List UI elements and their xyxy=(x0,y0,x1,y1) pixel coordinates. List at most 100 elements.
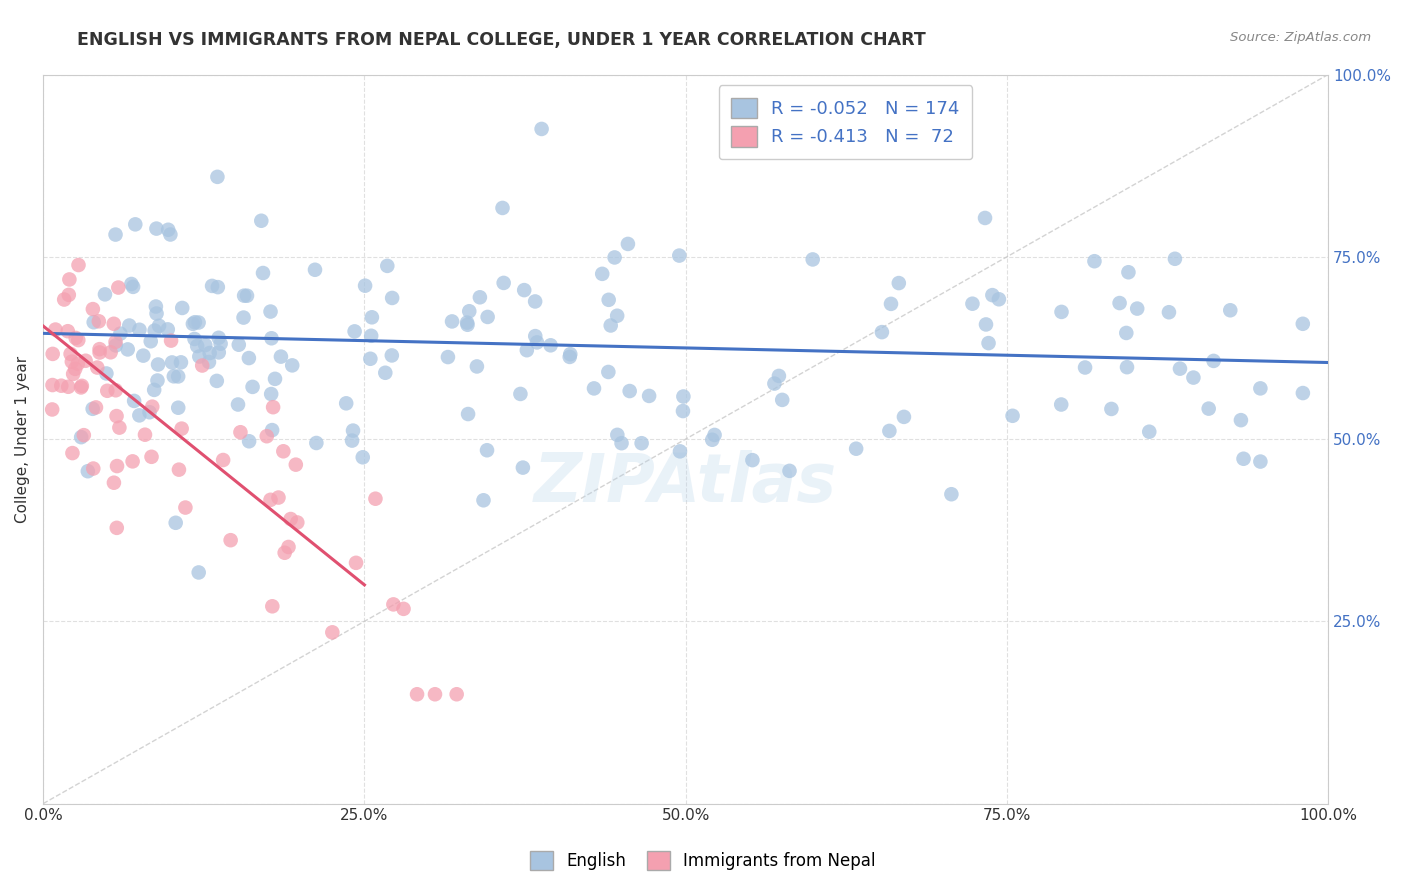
Point xyxy=(702,433,724,447)
Point xyxy=(82,461,104,475)
Point xyxy=(51,378,73,392)
Point xyxy=(1001,409,1024,423)
Point xyxy=(228,337,250,351)
Point xyxy=(232,310,254,325)
Point xyxy=(157,223,180,237)
Point xyxy=(141,400,163,414)
Point xyxy=(160,334,183,348)
Point xyxy=(374,366,396,380)
Text: ZIPAtlas: ZIPAtlas xyxy=(534,450,837,516)
Point xyxy=(1164,252,1187,266)
Point xyxy=(160,355,183,369)
Point xyxy=(491,201,513,215)
Point xyxy=(56,324,79,338)
Point xyxy=(540,338,562,352)
Point xyxy=(423,687,446,701)
Point xyxy=(186,339,208,353)
Point xyxy=(256,429,278,443)
Point xyxy=(104,334,127,349)
Point xyxy=(105,458,128,473)
Point xyxy=(375,259,398,273)
Point xyxy=(630,436,652,450)
Point xyxy=(120,277,142,291)
Point xyxy=(477,310,499,324)
Point xyxy=(457,407,479,421)
Point xyxy=(233,288,256,302)
Point xyxy=(512,460,534,475)
Point xyxy=(41,347,63,361)
Point xyxy=(163,369,186,384)
Point xyxy=(1118,265,1140,279)
Point xyxy=(1083,254,1105,268)
Point xyxy=(281,359,304,373)
Legend: English, Immigrants from Nepal: English, Immigrants from Nepal xyxy=(523,844,883,877)
Point xyxy=(70,430,93,444)
Point xyxy=(236,289,259,303)
Point xyxy=(1182,370,1205,384)
Point xyxy=(987,292,1010,306)
Point xyxy=(360,328,382,343)
Point xyxy=(94,287,117,301)
Point xyxy=(212,453,235,467)
Point xyxy=(76,464,98,478)
Point xyxy=(344,556,367,570)
Point xyxy=(58,380,80,394)
Point xyxy=(1157,305,1180,319)
Point xyxy=(262,599,284,614)
Point xyxy=(167,401,190,415)
Point xyxy=(208,345,231,359)
Point xyxy=(465,359,488,374)
Point xyxy=(560,347,582,361)
Point xyxy=(148,318,170,333)
Point xyxy=(167,369,190,384)
Point xyxy=(184,315,207,329)
Point xyxy=(974,318,997,332)
Point xyxy=(381,348,404,362)
Point xyxy=(100,345,122,359)
Point xyxy=(359,351,381,366)
Point xyxy=(41,402,63,417)
Point xyxy=(801,252,824,267)
Point xyxy=(280,512,302,526)
Point xyxy=(62,367,84,381)
Point xyxy=(1292,386,1315,401)
Point xyxy=(172,301,194,315)
Point xyxy=(354,278,377,293)
Point xyxy=(458,304,481,318)
Point xyxy=(89,345,111,359)
Point xyxy=(1249,381,1271,395)
Point xyxy=(1074,360,1097,375)
Point xyxy=(103,317,125,331)
Point xyxy=(170,422,193,436)
Point xyxy=(599,318,621,333)
Point xyxy=(104,227,127,242)
Point xyxy=(457,318,479,332)
Point xyxy=(174,500,197,515)
Point xyxy=(58,272,80,286)
Point xyxy=(82,401,104,416)
Point xyxy=(183,332,205,346)
Point xyxy=(606,427,628,442)
Point xyxy=(84,401,107,415)
Point xyxy=(879,424,901,438)
Point xyxy=(1108,296,1130,310)
Point xyxy=(226,397,249,411)
Point xyxy=(105,521,128,535)
Point xyxy=(128,323,150,337)
Point xyxy=(381,291,404,305)
Point xyxy=(207,280,229,294)
Point xyxy=(108,420,131,434)
Point xyxy=(259,492,281,507)
Point xyxy=(352,450,374,465)
Point xyxy=(75,353,97,368)
Point xyxy=(44,322,66,336)
Point xyxy=(209,336,232,351)
Point xyxy=(122,280,145,294)
Point xyxy=(267,491,290,505)
Point xyxy=(1126,301,1149,316)
Point xyxy=(67,258,90,272)
Point xyxy=(188,350,211,364)
Point xyxy=(238,351,260,365)
Legend: R = -0.052   N = 174, R = -0.413   N =  72: R = -0.052 N = 174, R = -0.413 N = 72 xyxy=(718,85,972,159)
Point xyxy=(53,293,76,307)
